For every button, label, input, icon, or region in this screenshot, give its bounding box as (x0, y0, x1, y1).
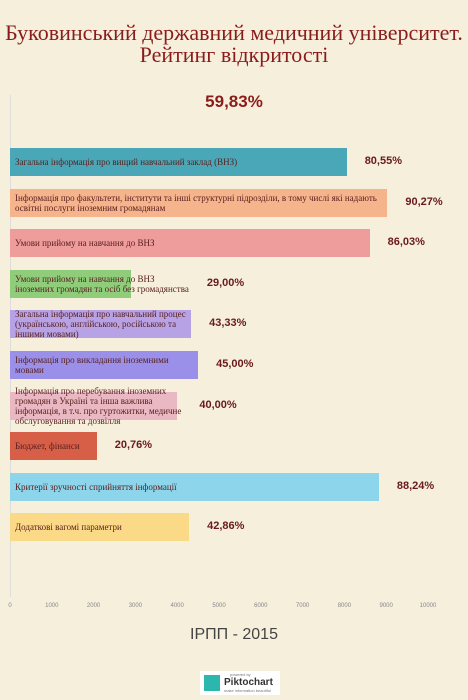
x-tick-label: 4000 (170, 603, 184, 609)
bar (10, 148, 347, 176)
bar-label: Додаткові вагомі параметри (15, 522, 122, 533)
value-label: 88,24% (396, 479, 435, 492)
bar-label: Загальна інформація про навчальний проце… (15, 309, 186, 340)
axis-line (10, 95, 11, 597)
value-label: 86,03% (387, 236, 425, 249)
bar (10, 513, 190, 542)
value-label: 90,27% (405, 195, 443, 208)
bar-label: Критерії зручності сприйняття інформації (15, 481, 177, 492)
bar (10, 391, 178, 420)
bar-label: Умови прийому на навчання до ВНЗ іноземн… (15, 273, 189, 294)
bar-label: Інформація про факультети, інститути та … (15, 192, 377, 213)
bar-label: Інформація про викладання іноземними мов… (15, 355, 169, 375)
x-tick-label: 8000 (337, 603, 352, 609)
value-label: 43,33% (209, 317, 247, 330)
bar-label: Умови прийому на навчання до ВНЗ (15, 238, 155, 249)
x-tick-label: 7000 (295, 603, 310, 609)
x-tick-label: 3000 (128, 603, 143, 609)
value-label: 80,55% (364, 155, 402, 167)
bar (10, 188, 388, 217)
value-label: 45,00% (216, 358, 254, 370)
logo-icon (204, 675, 220, 691)
value-label: 20,76% (114, 439, 153, 452)
x-tick-label: 9000 (379, 603, 393, 609)
bar (10, 351, 199, 379)
x-tick-label: 1000 (45, 603, 59, 609)
logo-top: powered by (230, 672, 251, 677)
bar (10, 432, 97, 461)
bar-label: Бюджет, фінанси (15, 441, 80, 452)
x-tick-label: 5000 (212, 603, 226, 609)
bar (10, 472, 379, 501)
x-tick-label: 6000 (254, 603, 268, 609)
x-tick-label: 2000 (86, 603, 101, 609)
y-label: untitled (0, 333, 1, 352)
logo-tagline: make information beautiful (224, 688, 271, 693)
value-label: 42,86% (207, 520, 245, 533)
bar-label: Інформація про перебування іноземних гро… (15, 385, 182, 426)
value-label: 29,00% (206, 276, 245, 289)
x-tick-label: 10000 (419, 603, 437, 609)
value-label: 40,00% (199, 398, 237, 411)
x-tick-label: 0 (8, 603, 12, 609)
bar-label: Загальна інформація про вищий навчальний… (15, 157, 238, 167)
bar (10, 229, 370, 258)
bar (10, 269, 132, 298)
logo-name: Piktochart (224, 677, 273, 688)
footer: ІРПП - 2015 (190, 626, 278, 643)
logo: powered by Piktochart make information b… (200, 671, 280, 695)
chart-title: Буковинський державний медичний універси… (5, 20, 463, 67)
subtitle: 59,83% (205, 92, 263, 111)
bar (10, 310, 192, 339)
